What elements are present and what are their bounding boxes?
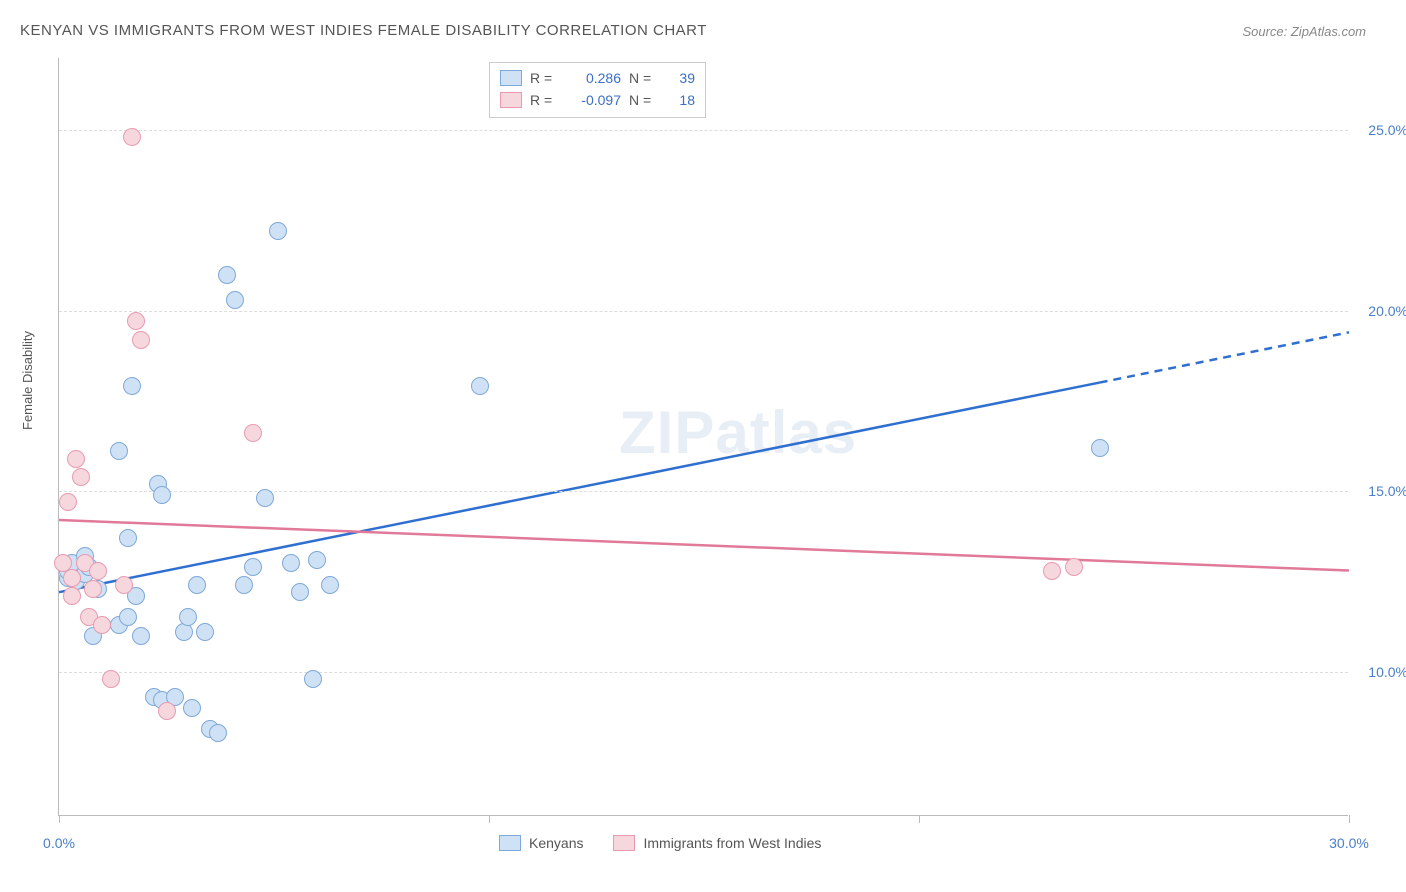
gridline — [59, 491, 1348, 492]
data-point — [127, 312, 145, 330]
legend-swatch — [500, 70, 522, 86]
legend-label: Kenyans — [529, 835, 583, 851]
data-point — [321, 576, 339, 594]
data-point — [179, 608, 197, 626]
data-point — [93, 616, 111, 634]
legend-stats-row: R = -0.097 N = 18 — [500, 89, 695, 111]
stat-n-value: 18 — [665, 92, 695, 108]
legend-item: Immigrants from West Indies — [613, 835, 821, 851]
data-point — [89, 562, 107, 580]
data-point — [209, 724, 227, 742]
data-point — [226, 291, 244, 309]
stat-r-value: 0.286 — [566, 70, 621, 86]
data-point — [269, 222, 287, 240]
plot-area: ZIPatlas R =0.286N =39R =-0.097N =18 Ken… — [58, 58, 1348, 816]
gridline — [59, 130, 1348, 131]
legend-label: Immigrants from West Indies — [643, 835, 821, 851]
data-point — [218, 266, 236, 284]
x-tick — [489, 815, 490, 823]
data-point — [282, 554, 300, 572]
stat-n-label: N = — [629, 70, 657, 86]
data-point — [183, 699, 201, 717]
data-point — [115, 576, 133, 594]
data-point — [132, 331, 150, 349]
legend-swatch — [499, 835, 521, 851]
x-tick-label: 0.0% — [43, 835, 75, 851]
x-tick-label: 30.0% — [1329, 835, 1369, 851]
data-point — [63, 587, 81, 605]
y-tick-label: 20.0% — [1368, 303, 1406, 319]
data-point — [119, 608, 137, 626]
legend-stats-row: R = 0.286 N = 39 — [500, 67, 695, 89]
source-label: Source: ZipAtlas.com — [1242, 24, 1366, 39]
x-tick — [919, 815, 920, 823]
y-tick-label: 25.0% — [1368, 122, 1406, 138]
chart-title: KENYAN VS IMMIGRANTS FROM WEST INDIES FE… — [20, 22, 707, 39]
data-point — [158, 702, 176, 720]
stat-n-value: 39 — [665, 70, 695, 86]
x-tick — [1349, 815, 1350, 823]
gridline — [59, 311, 1348, 312]
y-tick-label: 15.0% — [1368, 483, 1406, 499]
data-point — [235, 576, 253, 594]
data-point — [196, 623, 214, 641]
data-point — [84, 580, 102, 598]
data-point — [304, 670, 322, 688]
data-point — [256, 489, 274, 507]
y-tick-label: 10.0% — [1368, 664, 1406, 680]
stat-n-label: N = — [629, 92, 657, 108]
data-point — [110, 442, 128, 460]
stats-legend: R = 0.286 N = 39 R = -0.097 N = 18 — [489, 62, 706, 118]
chart-container: KENYAN VS IMMIGRANTS FROM WEST INDIES FE… — [10, 10, 1396, 882]
data-point — [119, 529, 137, 547]
data-point — [471, 377, 489, 395]
data-point — [153, 486, 171, 504]
data-point — [67, 450, 85, 468]
stat-r-label: R = — [530, 92, 558, 108]
trend-line — [59, 383, 1100, 593]
legend-swatch — [613, 835, 635, 851]
legend-item: Kenyans — [499, 835, 583, 851]
data-point — [123, 128, 141, 146]
data-point — [1091, 439, 1109, 457]
stat-r-label: R = — [530, 70, 558, 86]
data-point — [102, 670, 120, 688]
data-point — [308, 551, 326, 569]
data-point — [59, 493, 77, 511]
data-point — [123, 377, 141, 395]
data-point — [132, 627, 150, 645]
data-point — [63, 569, 81, 587]
data-point — [72, 468, 90, 486]
series-legend: Kenyans Immigrants from West Indies — [499, 835, 821, 851]
x-tick — [59, 815, 60, 823]
stat-r-value: -0.097 — [566, 92, 621, 108]
data-point — [244, 424, 262, 442]
data-point — [188, 576, 206, 594]
legend-swatch — [500, 92, 522, 108]
data-point — [1043, 562, 1061, 580]
data-point — [291, 583, 309, 601]
data-point — [1065, 558, 1083, 576]
data-point — [244, 558, 262, 576]
trend-line-dashed — [1100, 332, 1349, 382]
y-axis-label: Female Disability — [20, 331, 35, 430]
gridline — [59, 672, 1348, 673]
